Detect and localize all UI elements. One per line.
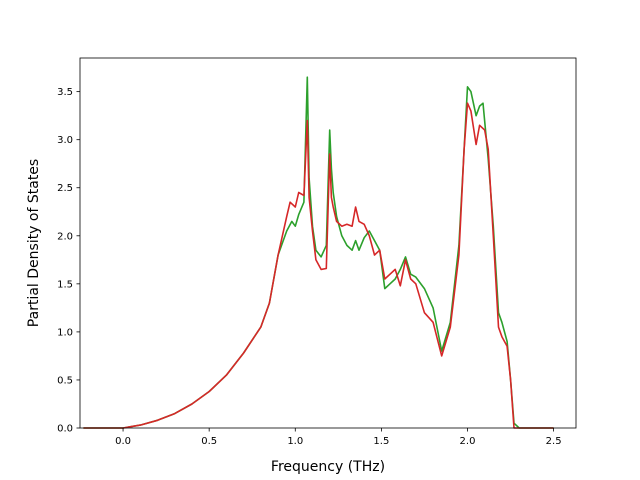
series-line-2 [83, 102, 554, 429]
x-axis-title: Frequency (THz) [271, 459, 385, 475]
x-tick-label: 0.0 [115, 436, 131, 447]
y-tick-label: 3.5 [57, 87, 73, 98]
y-tick-label: 3.0 [57, 135, 73, 146]
y-tick-label: 1.5 [57, 279, 73, 290]
y-tick-label: 0.5 [57, 375, 73, 386]
y-tick-label: 0.0 [57, 424, 73, 435]
y-axis-title: Partial Density of States [26, 159, 42, 327]
x-tick-label: 2.0 [460, 436, 476, 447]
x-tick-label: 2.5 [546, 436, 562, 447]
tick-layer: 0.0 0.5 1.0 1.5 2.0 2.5 0.0 0.5 1.0 1.5 2.0 2.5 3.0 3… [57, 87, 561, 447]
plot-frame [79, 57, 577, 429]
x-tick-label: 1.0 [287, 436, 303, 447]
y-tick-label: 1.0 [57, 327, 73, 338]
y-tick-label: 2.0 [57, 231, 73, 242]
y-tick-label: 2.5 [57, 183, 73, 194]
plot-background [80, 58, 576, 428]
x-tick-label: 1.5 [373, 436, 389, 447]
x-tick-label: 0.5 [201, 436, 217, 447]
series-layer [83, 76, 554, 429]
